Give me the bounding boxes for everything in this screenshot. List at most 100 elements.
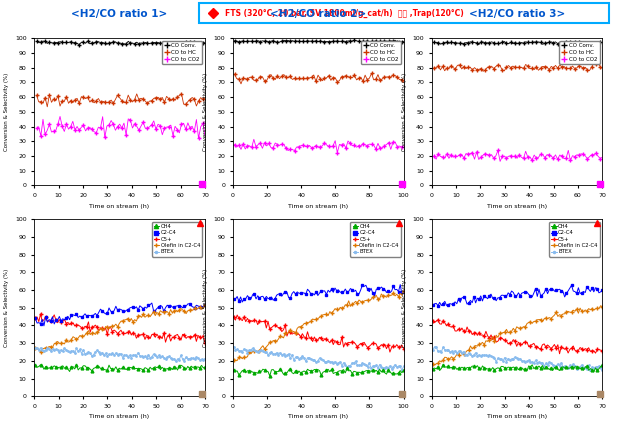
Olefin in C2-C4: [230, 357, 237, 363]
Olefin in C2-C4: [388, 293, 396, 298]
Olefin in C2-C4: [134, 314, 142, 319]
Legend: CO Conv., CO to HC, CO to CO2: CO Conv., CO to HC, CO to CO2: [560, 41, 600, 64]
C2-C4: [568, 283, 575, 288]
Line: CH4: CH4: [432, 363, 604, 373]
Olefin in C2-C4: [333, 307, 340, 312]
CO Conv.: [507, 40, 514, 45]
CH4: [73, 362, 80, 367]
CH4: [122, 367, 130, 372]
CH4: [440, 362, 447, 367]
CH4: [196, 366, 204, 371]
C5+: [66, 322, 73, 327]
CO to HC: [507, 65, 514, 70]
Y-axis label: Conversion & Selectivity (%): Conversion & Selectivity (%): [4, 73, 9, 151]
BTEX: [463, 352, 471, 357]
CO to CO2: [336, 142, 343, 147]
CH4: [532, 365, 539, 370]
C5+: [599, 348, 606, 353]
Olefin in C2-C4: [599, 305, 606, 310]
CO Conv.: [84, 38, 91, 43]
CO to CO2: [599, 155, 606, 160]
C2-C4: [32, 316, 39, 321]
C5+: [400, 346, 407, 351]
CO to CO2: [201, 133, 209, 138]
CO to CO2: [143, 126, 151, 131]
CO to CO2: [507, 153, 514, 158]
Olefin in C2-C4: [319, 312, 327, 317]
CO to HC: [143, 101, 151, 106]
CO to HC: [308, 75, 315, 80]
C2-C4: [599, 288, 606, 293]
C2-C4: [238, 299, 246, 305]
C5+: [518, 343, 525, 348]
BTEX: [599, 368, 606, 373]
C2-C4: [518, 291, 525, 296]
Legend: CO Conv., CO to HC, CO to CO2: CO Conv., CO to HC, CO to CO2: [361, 41, 401, 64]
C2-C4: [319, 288, 327, 294]
CO to CO2: [231, 142, 238, 147]
C2-C4: [120, 310, 128, 315]
Olefin in C2-C4: [37, 349, 44, 354]
BTEX: [73, 346, 80, 351]
CO to HC: [33, 93, 40, 98]
CO to CO2: [135, 128, 143, 133]
CH4: [463, 365, 471, 370]
C5+: [463, 325, 471, 330]
C5+: [37, 311, 44, 317]
Y-axis label: Conversion & Selectivity (%): Conversion & Selectivity (%): [203, 269, 208, 347]
Line: CO to HC: CO to HC: [432, 61, 604, 73]
CO to HC: [237, 81, 245, 86]
CH4: [32, 363, 39, 368]
BTEX: [331, 359, 338, 364]
CO to CO2: [137, 124, 145, 129]
BTEX: [587, 368, 594, 373]
CO Conv.: [201, 40, 209, 45]
CH4: [75, 367, 82, 372]
CO to HC: [590, 60, 597, 66]
BTEX: [172, 359, 179, 364]
BTEX: [196, 357, 204, 362]
BTEX: [66, 350, 73, 355]
C2-C4: [396, 282, 404, 287]
CH4: [395, 370, 402, 375]
Line: C2-C4: C2-C4: [432, 284, 604, 307]
CO to HC: [109, 101, 117, 106]
C5+: [201, 340, 209, 345]
CO to HC: [336, 78, 343, 83]
C2-C4: [148, 300, 156, 305]
Olefin in C2-C4: [470, 345, 478, 350]
Line: CO to HC: CO to HC: [232, 71, 406, 86]
Olefin in C2-C4: [73, 337, 80, 342]
Y-axis label: Conversion & Selectivity (%): Conversion & Selectivity (%): [4, 269, 9, 347]
CO to CO2: [344, 138, 351, 144]
CO to CO2: [548, 154, 555, 159]
C2-C4: [400, 290, 407, 295]
X-axis label: Time on stream (h): Time on stream (h): [487, 204, 547, 208]
Line: CH4: CH4: [232, 367, 405, 377]
Text: <H2/CO ratio 1>: <H2/CO ratio 1>: [71, 9, 168, 19]
BTEX: [120, 353, 128, 358]
CH4: [201, 365, 209, 370]
Line: C5+: C5+: [232, 313, 406, 354]
Olefin in C2-C4: [189, 308, 197, 313]
CO to CO2: [564, 148, 572, 153]
CO to HC: [479, 69, 487, 74]
CO to HC: [178, 91, 185, 96]
CO Conv.: [533, 40, 540, 45]
Y-axis label: Conversion & Selectivity (%): Conversion & Selectivity (%): [402, 73, 407, 151]
Line: CH4: CH4: [34, 363, 206, 373]
C5+: [189, 334, 197, 340]
CO Conv.: [348, 39, 356, 44]
Olefin in C2-C4: [592, 306, 599, 311]
C2-C4: [201, 302, 209, 307]
Legend: CH4, C2-C4, C5+, Olefin in C2-C4, BTEX: CH4, C2-C4, C5+, Olefin in C2-C4, BTEX: [549, 222, 600, 256]
CO Conv.: [33, 39, 40, 44]
C5+: [265, 319, 272, 324]
BTEX: [270, 351, 277, 357]
CO to HC: [385, 74, 392, 79]
Olefin in C2-C4: [233, 358, 241, 363]
CO Conv.: [336, 39, 343, 44]
CH4: [587, 366, 594, 371]
BTEX: [391, 362, 399, 367]
CO to CO2: [333, 150, 341, 155]
